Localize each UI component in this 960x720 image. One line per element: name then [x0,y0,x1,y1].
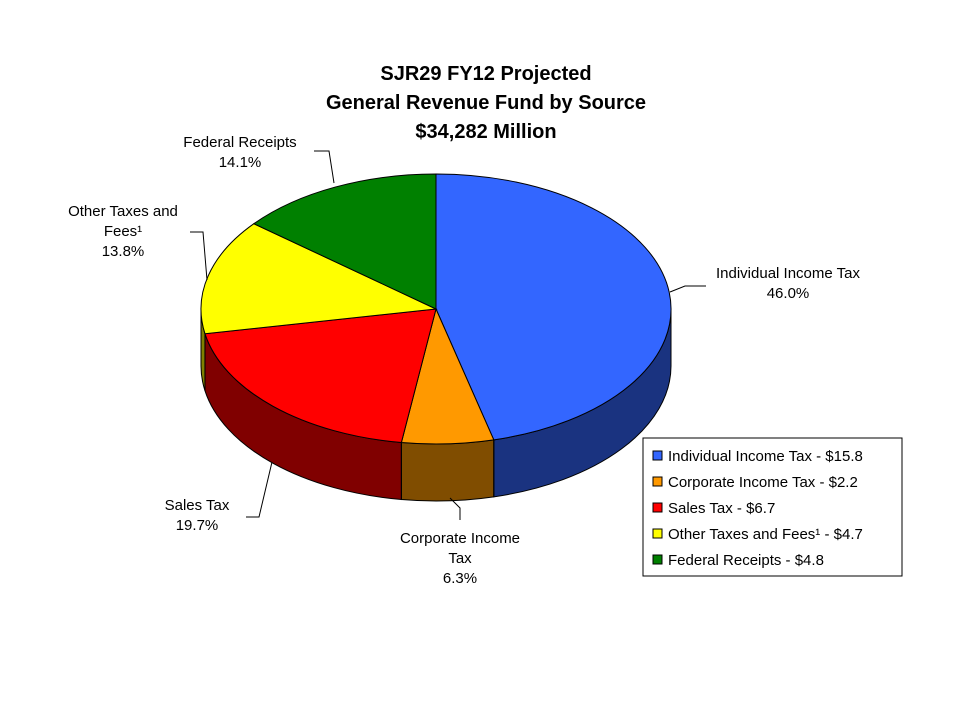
legend-box [642,437,903,577]
slice-label-3: Other Taxes and Fees¹ 13.8% [68,203,178,260]
slice-percent-3: 13.8% [102,243,145,260]
legend-swatch-3 [652,528,663,539]
slice-top-3 [200,223,438,335]
leader-line-3 [190,231,208,281]
pie-tops [200,173,672,445]
slice-side-1 [400,439,495,502]
slice-name-3: Other Taxes and [68,203,178,220]
slice-name-4: Federal Receipts [183,134,296,151]
slice-top-0 [435,173,672,441]
slice-top-2 [204,308,437,444]
legend-entry-0: Individual Income Tax - $15.8 [668,448,863,465]
slice-labels: Individual Income Tax 46.0% Corporate Inco… [68,134,860,587]
slice-name-0: Individual Income Tax [716,265,860,282]
chart-title-line-2: General Revenue Fund by Source [326,92,646,114]
leader-line-0 [669,285,706,293]
legend: Individual Income Tax - $15.8 Corporate I… [642,437,903,577]
legend-swatch-0 [652,450,663,461]
legend-entry-2: Sales Tax - $6.7 [668,500,775,517]
legend-swatch-2 [652,502,663,513]
slice-label-0: Individual Income Tax 46.0% [716,265,860,302]
slice-label-1: Corporate Income Tax 6.3% [400,530,520,587]
slice-name-1: Corporate Income [400,530,520,547]
slice-percent-4: 14.1% [219,154,262,171]
legend-swatch-4 [652,554,663,565]
slice-percent-0: 46.0% [767,285,810,302]
slice-label-4: Federal Receipts 14.1% [183,134,296,171]
leader-line-4 [314,150,335,184]
slice-name-1: Tax [448,550,472,567]
slice-label-2: Sales Tax 19.7% [165,497,230,534]
legend-entry-4: Federal Receipts - $4.8 [668,552,824,569]
slice-top-4 [252,173,437,310]
leader-line-1 [449,497,461,520]
chart-title-line-3: $34,282 Million [415,121,556,143]
chart-title-line-1: SJR29 FY12 Projected [380,63,591,85]
slice-percent-2: 19.7% [176,517,219,534]
slice-percent-1: 6.3% [443,570,477,587]
legend-swatch-1 [652,476,663,487]
slice-name-3: Fees¹ [104,223,142,240]
slice-name-2: Sales Tax [165,497,230,514]
leader-line-2 [246,461,273,518]
chart-title: SJR29 FY12 Projected General Revenue Fund… [326,63,646,143]
legend-entry-3: Other Taxes and Fees¹ - $4.7 [668,526,863,543]
legend-entry-1: Corporate Income Tax - $2.2 [668,474,858,491]
